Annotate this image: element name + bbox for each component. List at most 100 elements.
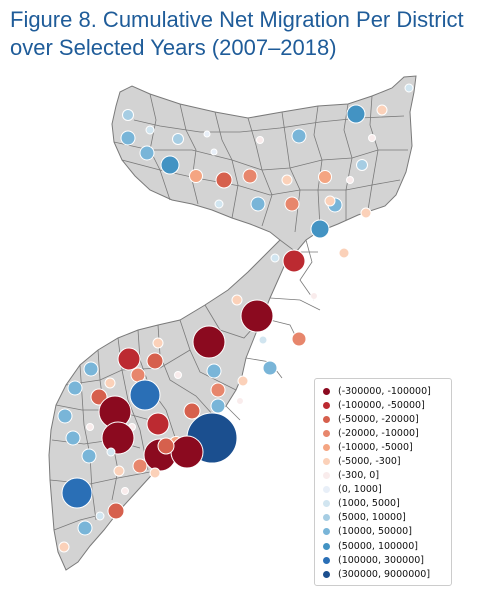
legend-item: (50000, 100000] (323, 539, 445, 553)
district-marker (65, 430, 81, 446)
district-marker (146, 352, 164, 370)
legend-swatch (323, 429, 330, 437)
district-marker (404, 83, 414, 93)
district-marker (57, 408, 73, 424)
figure-title: Figure 8. Cumulative Net Migration Per D… (10, 6, 490, 62)
district-marker (282, 249, 306, 273)
district-marker (338, 247, 350, 259)
district-marker (183, 402, 201, 420)
legend-item: (-10000, -5000] (323, 440, 445, 454)
legend-label: (10000, 50000] (338, 526, 412, 538)
district-marker (242, 168, 258, 184)
district-marker (210, 148, 218, 156)
legend-swatch (323, 415, 330, 423)
district-marker (262, 360, 278, 376)
district-marker (101, 421, 135, 455)
district-marker (318, 170, 332, 184)
figure-title-line-1: Figure 8. Cumulative Net Migration Per D… (10, 7, 464, 32)
legend-swatch (323, 514, 330, 522)
district-marker (215, 171, 233, 189)
district-marker (132, 458, 148, 474)
district-marker (360, 207, 372, 219)
legend-swatch (323, 500, 330, 508)
legend-item: (5000, 10000] (323, 511, 445, 525)
legend-swatch (323, 556, 330, 564)
district-marker (145, 125, 155, 135)
district-marker (117, 347, 141, 371)
legend-swatch (323, 542, 330, 550)
legend-label: (0, 1000] (338, 484, 382, 496)
district-marker (146, 412, 170, 436)
district-marker (58, 541, 70, 553)
district-marker (231, 294, 243, 306)
legend-item: (1000, 5000] (323, 497, 445, 511)
district-marker (356, 159, 368, 171)
district-marker (210, 398, 226, 414)
district-marker (270, 253, 280, 263)
district-marker (310, 292, 318, 300)
legend-swatch (323, 443, 330, 451)
legend-label: (-300, 0] (338, 470, 380, 482)
district-marker (170, 435, 204, 469)
legend-swatch (323, 387, 330, 395)
legend-label: (300000, 9000000] (338, 568, 431, 580)
district-marker (258, 335, 268, 345)
district-marker (77, 520, 93, 536)
district-marker (324, 195, 336, 207)
legend-item: (100000, 300000] (323, 553, 445, 567)
district-marker (210, 382, 226, 398)
legend-label: (-300000, -100000] (338, 385, 431, 397)
legend-item: (10000, 50000] (323, 525, 445, 539)
district-marker (284, 196, 300, 212)
district-marker (95, 511, 105, 521)
figure-title-line-2: over Selected Years (2007–2018) (10, 35, 337, 60)
legend-item: (300000, 9000000] (323, 567, 445, 581)
district-marker (61, 477, 93, 509)
district-marker (203, 130, 211, 138)
legend-item: (-100000, -50000] (323, 398, 445, 412)
legend-item: (-20000, -10000] (323, 426, 445, 440)
legend-item: (-5000, -300] (323, 454, 445, 468)
district-marker (250, 196, 266, 212)
district-marker (104, 377, 116, 389)
district-marker (121, 487, 129, 495)
district-marker (129, 379, 161, 411)
district-marker (192, 325, 226, 359)
district-marker (172, 133, 184, 145)
legend-item: (-300000, -100000] (323, 384, 445, 398)
district-marker (236, 397, 244, 405)
legend-item: (-50000, -20000] (323, 412, 445, 426)
legend-label: (100000, 300000] (338, 554, 424, 566)
legend-label: (-50000, -20000] (338, 413, 419, 425)
district-marker (157, 437, 175, 455)
district-marker (346, 104, 366, 124)
migration-markers (57, 83, 414, 553)
district-marker (310, 219, 330, 239)
legend-swatch (323, 486, 330, 494)
legend-label: (-100000, -50000] (338, 399, 425, 411)
district-marker (81, 448, 97, 464)
legend-swatch (323, 528, 330, 536)
district-marker (67, 380, 83, 396)
legend-label: (50000, 100000] (338, 540, 418, 552)
district-marker (120, 130, 136, 146)
legend-label: (-10000, -5000] (338, 441, 413, 453)
district-marker (376, 104, 388, 116)
district-marker (206, 363, 222, 379)
legend-label: (-20000, -10000] (338, 427, 419, 439)
district-marker (291, 128, 307, 144)
district-marker (256, 136, 264, 144)
legend-swatch (323, 458, 330, 466)
district-marker (368, 134, 376, 142)
country-outline (48, 75, 417, 571)
district-marker (281, 174, 293, 186)
district-marker (122, 109, 134, 121)
somalia-map (48, 75, 417, 571)
legend-label: (-5000, -300] (338, 456, 401, 468)
district-marker (160, 155, 180, 175)
district-marker (83, 361, 99, 377)
district-marker (291, 331, 307, 347)
legend-label: (1000, 5000] (338, 498, 400, 510)
district-marker (174, 371, 182, 379)
district-marker (152, 337, 164, 349)
